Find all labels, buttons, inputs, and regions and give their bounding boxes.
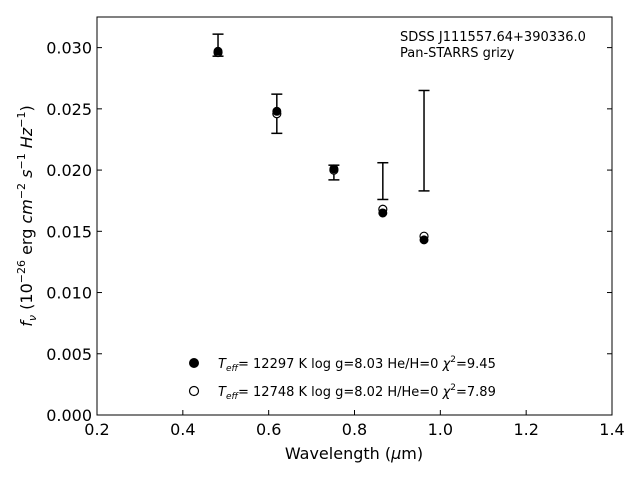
annotation-line-1: SDSS J111557.64+390336.0: [400, 30, 586, 45]
y-tick-label: 0.025: [46, 100, 92, 119]
x-tick-label: 1.2: [513, 420, 538, 439]
legend-marker-filled: [190, 359, 199, 368]
y-tick-label: 0.020: [46, 161, 92, 180]
x-tick-label: 0.4: [170, 420, 195, 439]
x-tick-label: 1.4: [599, 420, 624, 439]
x-tick-label: 0.6: [256, 420, 281, 439]
data-marks: [213, 34, 430, 244]
x-tick-label: 0.8: [342, 420, 367, 439]
x-axis-ticks: 0.2 0.4 0.6 0.8 1.0 1.2 1.4: [84, 410, 624, 439]
x-tick-label: 1.0: [428, 420, 453, 439]
y-tick-label: 0.030: [46, 39, 92, 58]
y-tick-label: 0.000: [46, 406, 92, 425]
legend: Teff= 12297 K log g=8.03 He/H=0 χ2=9.45 …: [190, 355, 496, 402]
x-axis-label: Wavelength (μm): [285, 444, 423, 463]
y-tick-label: 0.005: [46, 345, 92, 364]
model-point-filled: [379, 209, 387, 217]
y-tick-label: 0.010: [46, 284, 92, 303]
legend-label-series-2: Teff= 12748 K log g=8.02 H/He=0 χ2=7.89: [218, 383, 496, 402]
y-tick-label: 0.015: [46, 222, 92, 241]
model-point-filled: [420, 236, 428, 244]
annotation-line-2: Pan-STARRS grizy: [400, 46, 515, 61]
model-point-filled: [214, 47, 222, 55]
y-axis-label: fν (10−26 erg cm−2 s−1 Hz−1): [15, 105, 39, 326]
legend-marker-open: [190, 387, 199, 396]
legend-label-series-1: Teff= 12297 K log g=8.03 He/H=0 χ2=9.45: [218, 355, 496, 374]
plot-frame: [97, 17, 612, 415]
model-point-filled: [273, 107, 281, 115]
model-point-filled: [330, 165, 338, 173]
